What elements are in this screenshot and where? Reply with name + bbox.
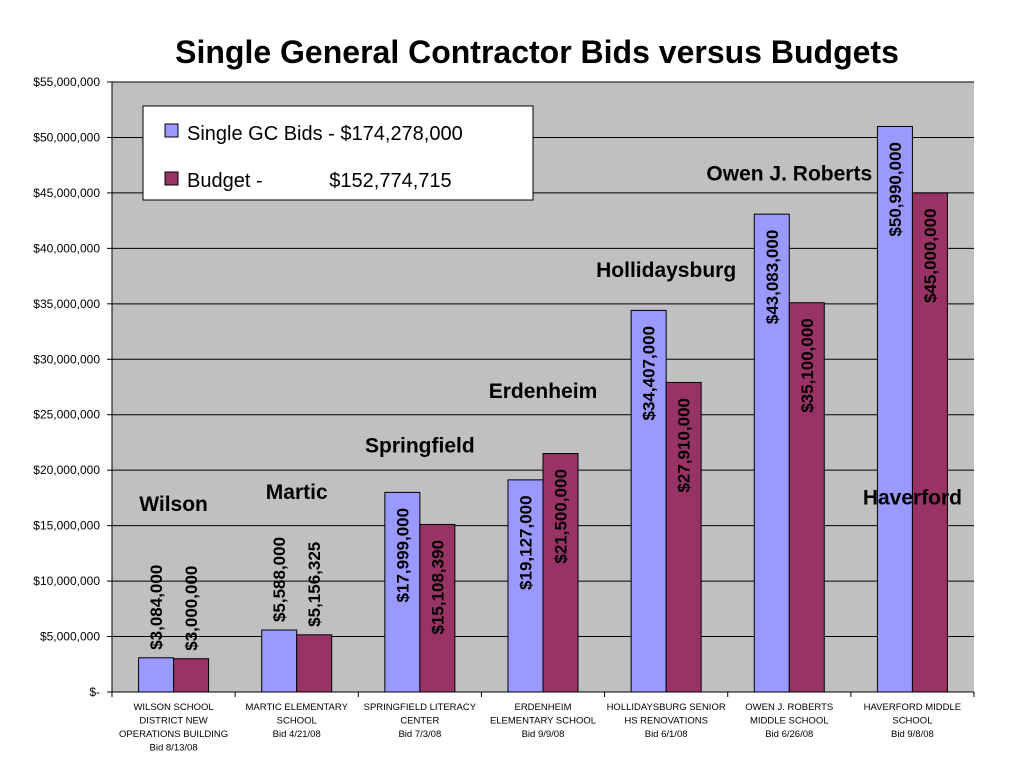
y-tick-label: $25,000,000 xyxy=(33,408,100,422)
chart-legend: Single GC Bids - $174,278,000 Budget - $… xyxy=(142,105,534,201)
y-tick-label: $5,000,000 xyxy=(40,630,100,644)
budget-bar xyxy=(296,634,333,693)
budget-bar xyxy=(788,302,825,693)
school-annotation: Wilson xyxy=(139,493,208,516)
budget-value-label: $21,500,000 xyxy=(552,469,571,564)
budget-value-label: $15,108,390 xyxy=(428,540,447,635)
legend-swatch-bids xyxy=(164,123,179,138)
y-tick-label: $20,000,000 xyxy=(33,463,100,477)
budget-bar xyxy=(911,192,948,693)
bid-bar xyxy=(630,309,667,693)
x-category-label: MARTIC ELEMENTARY SCHOOL Bid 4/21/08 xyxy=(246,702,349,740)
budget-value-label: $5,156,325 xyxy=(305,542,324,627)
bid-value-label: $50,990,000 xyxy=(886,142,905,237)
chart-title: Single General Contractor Bids versus Bu… xyxy=(175,34,899,70)
x-category-label: HAVERFORD MIDDLE SCHOOL Bid 9/8/08 xyxy=(864,702,961,740)
y-tick-label: $55,000,000 xyxy=(33,75,100,89)
school-annotation: Haverford xyxy=(863,487,962,510)
school-annotation: Erdenheim xyxy=(489,380,598,403)
x-category-label: SPRINGFIELD LITERACY CENTER Bid 7/3/08 xyxy=(364,702,477,740)
budget-bar xyxy=(542,453,579,693)
y-tick-label: $45,000,000 xyxy=(33,186,100,200)
y-tick-label: $10,000,000 xyxy=(33,574,100,588)
school-annotation: Springfield xyxy=(365,434,475,457)
bid-bar xyxy=(261,629,298,693)
school-annotation: Hollidaysburg xyxy=(596,259,736,282)
bid-value-label: $34,407,000 xyxy=(640,326,659,421)
chart-annotations: Wilson Martic Springfield Erdenheim Holliday… xyxy=(139,163,962,517)
bid-bar xyxy=(876,125,913,693)
budget-value-label: $35,100,000 xyxy=(798,318,817,413)
y-tick-label: $50,000,000 xyxy=(33,130,100,144)
y-tick-label: $30,000,000 xyxy=(33,352,100,366)
x-category-label: OWEN J. ROBERTS MIDDLE SCHOOL Bid 6/26/08 xyxy=(745,702,833,740)
x-category-label: ERDENHEIM ELEMENTARY SCHOOL Bid 9/9/08 xyxy=(490,702,596,740)
bid-value-label: $43,083,000 xyxy=(763,230,782,325)
y-axis: $- $5,000,000 $10,000,000 $15,000,000 $20,00… xyxy=(33,75,113,699)
x-category-label: HOLLIDAYSBURG SENIOR HS RENOVATIONS Bid 6/… xyxy=(607,702,726,740)
legend-box xyxy=(142,105,534,201)
bar-data-labels: $3,084,000 $5,588,000 $17,999,000 $19,127,0… xyxy=(147,142,940,651)
bid-bar xyxy=(138,657,175,693)
x-category-label: WILSON SCHOOL DISTRICT NEW OPERATIONS BUIL… xyxy=(119,702,228,754)
budget-value-label: $27,910,000 xyxy=(675,398,694,493)
school-annotation: Owen J. Roberts xyxy=(706,163,872,186)
bar-series xyxy=(138,125,948,693)
bid-value-label: $17,999,000 xyxy=(393,508,412,603)
bid-bar xyxy=(507,479,544,693)
bid-value-label: $3,084,000 xyxy=(147,565,166,650)
y-tick-label: $40,000,000 xyxy=(33,241,100,255)
legend-swatch-budget xyxy=(164,171,179,186)
bid-value-label: $5,588,000 xyxy=(270,537,289,622)
budget-value-label: $45,000,000 xyxy=(921,208,940,303)
bid-value-label: $19,127,000 xyxy=(517,495,536,590)
school-annotation: Martic xyxy=(266,481,328,504)
y-tick-label: $35,000,000 xyxy=(33,297,100,311)
x-axis: WILSON SCHOOL DISTRICT NEW OPERATIONS BUIL… xyxy=(111,691,975,754)
budget-bar xyxy=(665,381,702,693)
budget-bar xyxy=(419,523,456,693)
bid-bar xyxy=(753,213,790,693)
y-tick-label: $- xyxy=(89,685,100,699)
budget-bar xyxy=(173,658,210,693)
y-tick-label: $15,000,000 xyxy=(33,519,100,533)
legend-label-bids: Single GC Bids - $174,278,000 xyxy=(187,123,463,145)
budget-value-label: $3,000,000 xyxy=(182,566,201,651)
legend-label-budget: Budget - $152,774,715 xyxy=(187,170,452,192)
bid-bar xyxy=(384,491,421,693)
